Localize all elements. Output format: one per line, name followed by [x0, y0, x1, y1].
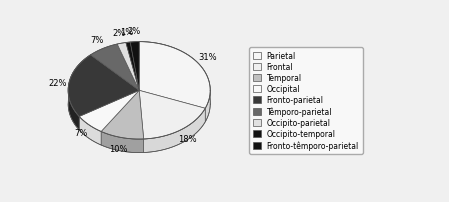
Text: 31%: 31%	[198, 53, 217, 62]
Text: 1%: 1%	[119, 28, 133, 37]
Polygon shape	[79, 117, 101, 145]
Polygon shape	[117, 43, 139, 91]
Polygon shape	[139, 42, 210, 122]
Text: 7%: 7%	[74, 128, 88, 137]
Polygon shape	[101, 132, 144, 153]
Legend: Parietal, Frontal, Temporal, Occipital, Fronto-parietal, Têmporo-parietal, Occip: Parietal, Frontal, Temporal, Occipital, …	[249, 48, 363, 154]
Polygon shape	[126, 43, 139, 91]
Polygon shape	[79, 91, 139, 132]
Polygon shape	[91, 45, 139, 91]
Text: 2%: 2%	[112, 29, 125, 38]
Text: 22%: 22%	[48, 79, 66, 88]
Text: 7%: 7%	[91, 35, 104, 44]
Polygon shape	[101, 91, 144, 139]
Polygon shape	[139, 42, 210, 109]
Text: 10%: 10%	[110, 144, 128, 153]
Polygon shape	[68, 56, 91, 130]
Polygon shape	[139, 91, 205, 139]
Text: 2%: 2%	[128, 27, 141, 36]
Polygon shape	[130, 42, 139, 91]
Text: 18%: 18%	[178, 134, 197, 143]
Polygon shape	[144, 109, 205, 153]
Polygon shape	[68, 56, 139, 117]
